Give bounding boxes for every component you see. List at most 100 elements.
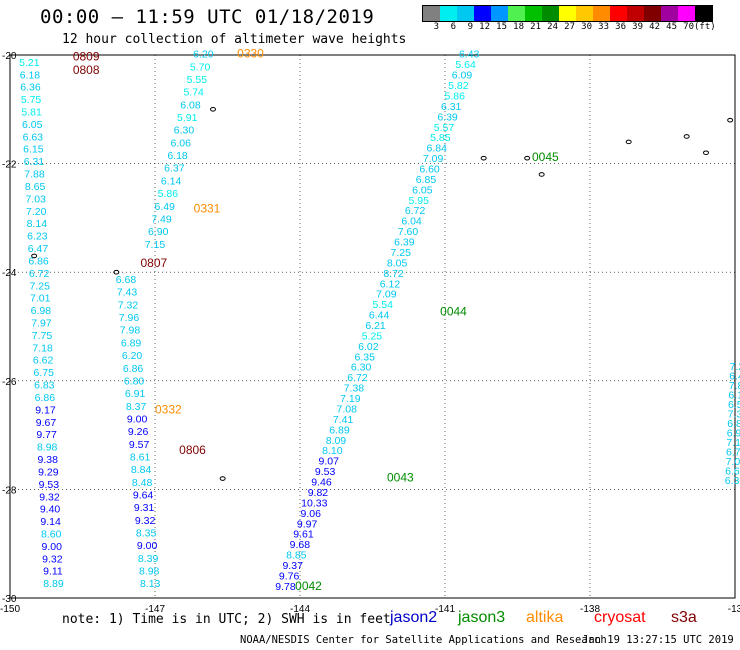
wave-height-value: 5.91 xyxy=(177,112,198,124)
pass-time-label: 0331 xyxy=(194,201,221,215)
wave-height-value: 7.00 xyxy=(726,456,740,468)
wave-height-value: 9.76 xyxy=(279,570,300,582)
longitude-tick-label: -13 xyxy=(728,604,740,615)
longitude-tick-label: -150 xyxy=(0,604,20,615)
wave-height-value: 6.47 xyxy=(28,243,49,255)
island-outline xyxy=(219,476,226,481)
wave-height-value: 6.30 xyxy=(725,475,740,487)
wave-height-value: 8.89 xyxy=(43,578,64,590)
longitude-tick-label: -144 xyxy=(290,604,310,615)
wave-height-value: 9.07 xyxy=(318,456,339,468)
wave-height-value: 5.75 xyxy=(21,94,42,106)
wave-height-value: 6.23 xyxy=(27,231,48,243)
wave-height-value: 6.72 xyxy=(29,268,50,280)
color-scale-label: 42 xyxy=(649,22,660,32)
longitude-tick-label: -138 xyxy=(580,604,600,615)
color-swatch xyxy=(559,6,576,21)
island-outline xyxy=(625,139,632,145)
wave-height-value: 6.21 xyxy=(365,320,386,332)
pass-time-label: 0332 xyxy=(155,402,182,416)
wave-height-value: 5.86 xyxy=(158,188,179,200)
latitude-tick-label: -28 xyxy=(2,485,17,496)
wave-height-value: 8.85 xyxy=(286,550,307,562)
wave-height-value: 6.43 xyxy=(459,49,480,61)
wave-height-value: 6.06 xyxy=(171,137,192,149)
color-swatch xyxy=(695,6,712,21)
color-swatch xyxy=(576,6,593,21)
wave-height-value: 7.49 xyxy=(151,213,172,225)
color-scale-label: 27 xyxy=(564,22,575,32)
color-scale-label: 9 xyxy=(467,22,473,32)
wave-height-value: 9.00 xyxy=(127,413,148,425)
wave-height-value: 6.05 xyxy=(22,119,43,131)
wave-height-value: 6.15 xyxy=(23,144,44,156)
wave-height-value: 5.21 xyxy=(19,57,40,69)
island-outline xyxy=(524,155,531,161)
pass-time-label: 0330 xyxy=(237,47,264,61)
wave-height-value: 6.89 xyxy=(121,337,142,349)
island-outline xyxy=(683,134,690,139)
wave-height-value: 9.68 xyxy=(290,539,311,551)
latitude-tick-label: -22 xyxy=(2,160,17,171)
wave-height-value: 9.67 xyxy=(36,417,57,429)
wave-height-value: 6.05 xyxy=(412,184,433,196)
color-swatch xyxy=(542,6,559,21)
wave-height-value: 7.20 xyxy=(26,206,47,218)
color-scale-label: 3 xyxy=(433,22,439,32)
wave-height-value: 7.20 xyxy=(730,361,740,373)
wave-height-value: 7.25 xyxy=(29,280,50,292)
wave-height-value: 5.64 xyxy=(455,59,476,71)
wave-height-value: 6.20 xyxy=(122,350,143,362)
wave-height-value: 9.32 xyxy=(135,515,156,527)
wave-height-value: 7.32 xyxy=(118,299,139,311)
wave-height-value: 8.05 xyxy=(387,257,408,269)
wave-height-value: 7.08 xyxy=(337,403,358,415)
wave-height-value: 7.88 xyxy=(24,169,45,181)
wave-height-value: 6.80 xyxy=(727,418,740,430)
wave-height-value: 9.46 xyxy=(311,477,332,489)
wave-height-value: 6.49 xyxy=(154,201,175,213)
wave-height-value: 6.40 xyxy=(729,370,740,382)
wave-height-value: 7.41 xyxy=(333,414,354,426)
color-scale-label: 12 xyxy=(479,22,490,32)
pass-time-label: 0044 xyxy=(440,305,467,319)
wave-height-value: 8.14 xyxy=(27,218,48,230)
wave-height-value: 6.36 xyxy=(20,82,41,94)
latitude-tick-label: -26 xyxy=(2,377,17,388)
pass-time-label: 0809 xyxy=(73,49,100,63)
wave-height-value: 8.13 xyxy=(140,578,161,590)
wave-height-value: 7.97 xyxy=(31,318,52,330)
color-swatch xyxy=(610,6,627,21)
page-title: 00:00 – 11:59 UTC 01/18/2019 xyxy=(40,6,375,28)
wave-height-value: 9.00 xyxy=(42,541,63,553)
wave-height-value: 9.40 xyxy=(40,504,61,516)
wave-height-value: 5.70 xyxy=(190,61,211,73)
wave-height-value: 9.82 xyxy=(308,487,329,499)
wave-height-value: 6.84 xyxy=(427,143,448,155)
wave-height-value: 8.98 xyxy=(37,442,58,454)
color-scale-labels: 3 6 9 12 15 18 21 24 27 30 33 36 39 42 45 70 (ft) xyxy=(422,22,716,32)
satellite-legend-item: cryosat xyxy=(594,609,646,626)
wave-height-value: 9.78 xyxy=(275,581,296,593)
color-swatch xyxy=(491,6,508,21)
wave-height-value: 9.77 xyxy=(36,429,57,441)
wave-height-value: 8.98 xyxy=(139,565,160,577)
satellite-legend-item: jason2 xyxy=(390,609,438,626)
wave-height-value: 6.75 xyxy=(33,367,54,379)
timestamp-text: Jan 19 13:27:15 UTC 2019 xyxy=(582,634,734,646)
wave-height-value: 7.15 xyxy=(145,239,166,251)
color-swatch xyxy=(593,6,610,21)
wave-height-value: 5.85 xyxy=(430,132,451,144)
wave-height-value: 7.03 xyxy=(25,193,46,205)
island-outline xyxy=(113,269,120,275)
wave-height-value: 6.31 xyxy=(441,101,462,113)
wave-height-value: 6.12 xyxy=(380,278,401,290)
map-frame xyxy=(9,54,736,599)
color-scale-label: 21 xyxy=(530,22,541,32)
wave-height-value: 8.39 xyxy=(138,553,159,565)
wave-height-value: 6.39 xyxy=(394,237,415,249)
color-scale-label: 70 xyxy=(683,22,694,32)
wave-height-value: 7.30 xyxy=(728,408,740,420)
